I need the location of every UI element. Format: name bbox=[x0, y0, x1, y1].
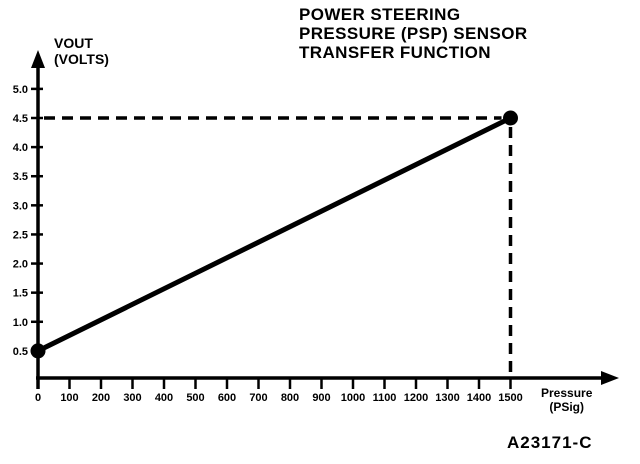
y-tick-label: 2.0 bbox=[13, 259, 28, 271]
x-tick-label: 900 bbox=[312, 392, 330, 404]
x-tick-label: 100 bbox=[60, 392, 78, 404]
x-tick-label: 400 bbox=[155, 392, 173, 404]
transfer-function-line bbox=[36, 115, 512, 354]
y-tick-label: 4.0 bbox=[13, 142, 28, 154]
y-tick-label: 3.5 bbox=[13, 171, 28, 183]
x-tick-label: 600 bbox=[218, 392, 236, 404]
x-axis-title: Pressure (PSig) bbox=[541, 386, 592, 414]
x-tick-label: 1300 bbox=[435, 392, 459, 404]
x-axis-title-line2: (PSig) bbox=[549, 400, 585, 414]
x-axis-arrowhead bbox=[601, 371, 619, 385]
x-tick-label: 1100 bbox=[373, 392, 397, 404]
x-tick-label: 500 bbox=[186, 392, 204, 404]
figure-id: A23171-C bbox=[507, 433, 593, 452]
chart-title: POWER STEERING PRESSURE (PSP) SENSOR TRA… bbox=[299, 5, 528, 62]
y-tick-label: 4.5 bbox=[13, 113, 28, 125]
y-axis-title-line2: (VOLTS) bbox=[54, 51, 109, 67]
x-tick-label: 200 bbox=[92, 392, 110, 404]
x-tick-label: 700 bbox=[249, 392, 267, 404]
x-tick-label: 300 bbox=[123, 392, 141, 404]
y-axis-title: VOUT (VOLTS) bbox=[54, 35, 109, 67]
x-tick-label: 1400 bbox=[467, 392, 491, 404]
y-tick-label: 1.5 bbox=[13, 288, 28, 300]
data-point-marker bbox=[30, 343, 46, 359]
chart-title-line2: PRESSURE (PSP) SENSOR bbox=[299, 24, 528, 43]
y-tick-label: 2.5 bbox=[13, 229, 28, 241]
y-tick-label: 1.0 bbox=[13, 317, 28, 329]
x-tick-label: 1200 bbox=[404, 392, 428, 404]
y-axis-title-line1: VOUT bbox=[54, 35, 93, 51]
x-axis-title-line1: Pressure bbox=[541, 386, 593, 400]
y-tick-label: 5.0 bbox=[13, 84, 28, 96]
chart-title-line1: POWER STEERING bbox=[299, 5, 461, 24]
chart-title-line3: TRANSFER FUNCTION bbox=[299, 43, 491, 62]
data-point-marker bbox=[503, 110, 518, 126]
x-tick-label: 800 bbox=[281, 392, 299, 404]
x-tick-label: 1500 bbox=[498, 392, 522, 404]
y-tick-label: 3.0 bbox=[13, 200, 28, 212]
x-tick-label: 1000 bbox=[341, 392, 365, 404]
y-tick-label: 0.5 bbox=[13, 346, 28, 358]
x-tick-label: 0 bbox=[35, 392, 41, 404]
y-axis-arrowhead bbox=[31, 50, 45, 68]
